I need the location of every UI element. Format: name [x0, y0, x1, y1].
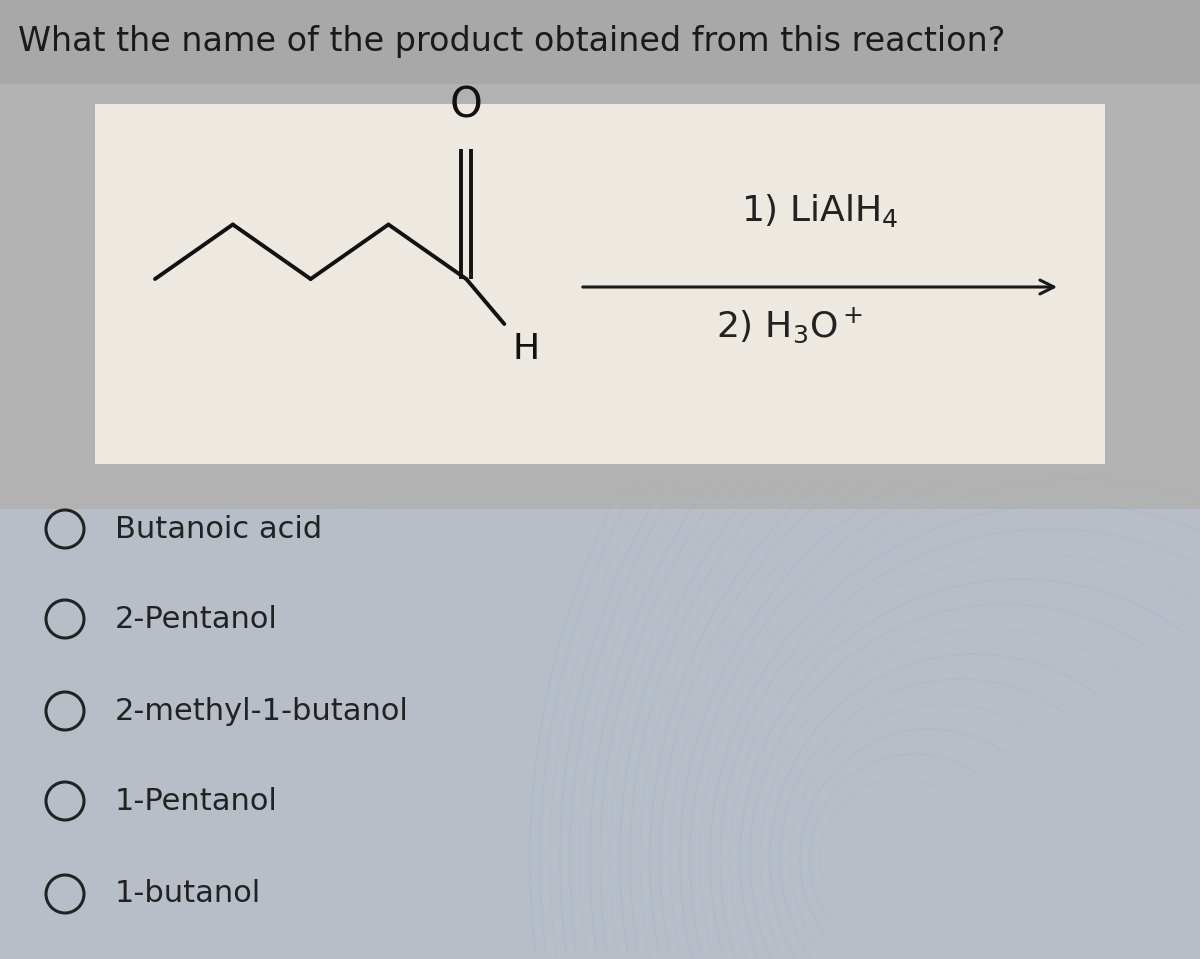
Text: O: O — [450, 85, 482, 127]
Text: 1-butanol: 1-butanol — [115, 879, 262, 908]
Text: 2-Pentanol: 2-Pentanol — [115, 604, 278, 634]
Text: 2-methyl-1-butanol: 2-methyl-1-butanol — [115, 696, 409, 726]
Text: H: H — [512, 332, 540, 366]
Bar — [95, 104, 1105, 464]
Bar — [0, 0, 1200, 84]
Text: Butanoic acid: Butanoic acid — [115, 514, 322, 544]
Text: 1-Pentanol: 1-Pentanol — [115, 786, 278, 815]
Text: 1) LiAlH$_4$: 1) LiAlH$_4$ — [742, 192, 899, 229]
Text: What the name of the product obtained from this reaction?: What the name of the product obtained fr… — [18, 26, 1006, 58]
Text: 2) H$_3$O$^+$: 2) H$_3$O$^+$ — [716, 305, 864, 345]
Bar — [0, 509, 1200, 959]
Bar — [0, 0, 1200, 509]
